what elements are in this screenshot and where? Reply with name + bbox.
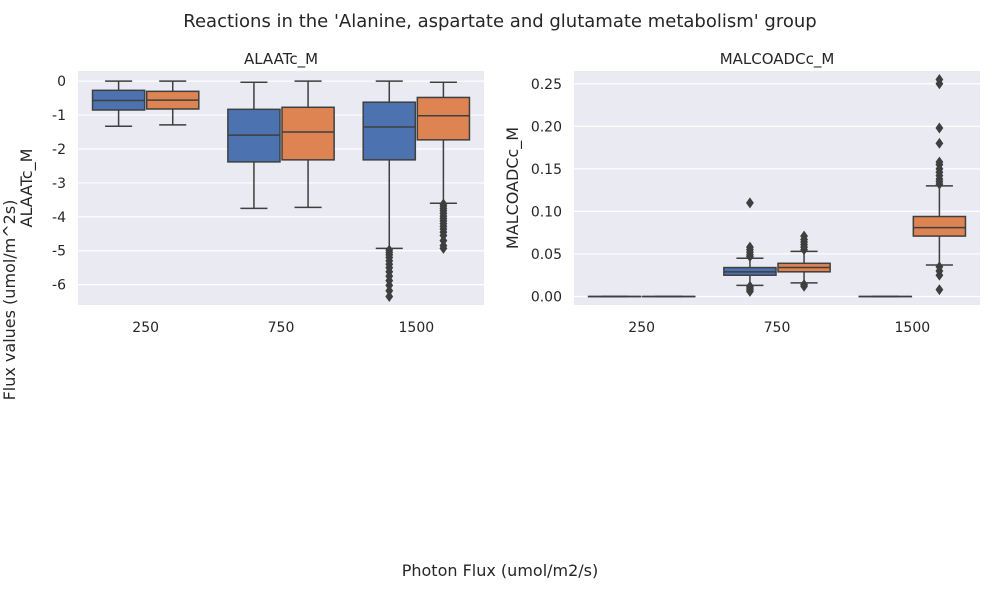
x-tick-label: 250 xyxy=(628,320,655,336)
y-axis-label: ALAATc_M xyxy=(17,149,37,228)
subplot-title: MALCOADCc_M xyxy=(720,50,835,69)
outlier-marker xyxy=(935,122,944,134)
box-iqr xyxy=(912,215,967,237)
outlier-marker xyxy=(746,197,754,209)
y-tick-label: 0.10 xyxy=(531,204,562,220)
figure-supylabel: Flux values (umol/m^2s) xyxy=(0,200,19,401)
y-axis-label: MALCOADCc_M xyxy=(503,127,523,249)
y-tick-label: 0.00 xyxy=(531,289,562,305)
plot-background xyxy=(574,71,980,305)
outlier-marker xyxy=(800,230,808,242)
outlier-marker xyxy=(935,156,944,168)
outlier-marker xyxy=(746,241,754,253)
box-iqr xyxy=(281,106,335,161)
outlier-marker xyxy=(935,74,944,85)
box-iqr xyxy=(362,101,417,161)
subplot-malcoadcc-m: 0.00 0.05 0.10 0.15 0.20 0.25 250 750 1500 MALCOA… xyxy=(503,50,980,336)
outlier-marker xyxy=(385,291,394,302)
outlier-marker xyxy=(935,284,944,296)
outlier-marker xyxy=(935,269,944,281)
outlier-marker xyxy=(746,285,754,297)
x-tick-label: 750 xyxy=(764,320,791,336)
y-tick-label: -5 xyxy=(52,244,66,260)
figure-suptitle: Reactions in the 'Alanine, aspartate and… xyxy=(183,11,816,32)
outlier-marker xyxy=(935,137,944,149)
y-tick-label: 0.25 xyxy=(531,77,562,93)
plot-background xyxy=(78,71,484,305)
x-tick-label: 1500 xyxy=(895,320,931,336)
y-tick-label: 0.15 xyxy=(531,162,562,178)
box-iqr xyxy=(416,96,471,141)
subplot-title: ALAATc_M xyxy=(244,50,318,69)
outlier-marker xyxy=(439,242,448,254)
outlier-marker xyxy=(800,280,808,292)
y-tick-label: -2 xyxy=(52,142,66,158)
y-tick-label: -3 xyxy=(52,176,66,192)
y-tick-label: -4 xyxy=(52,210,66,226)
y-tick-label: 0.20 xyxy=(531,119,562,135)
y-tick-label: 0.05 xyxy=(531,247,562,263)
y-tick-label: 0 xyxy=(57,74,66,90)
figure-supxlabel: Photon Flux (umol/m2/s) xyxy=(402,561,599,580)
y-tick-label: -6 xyxy=(52,278,66,294)
subplot-alaatc-m: 0 -1 -2 -3 -4 -5 -6 250 750 1500 ALAATc_M ALAATc_M xyxy=(17,50,484,336)
x-tick-label: 750 xyxy=(268,320,295,336)
x-tick-label: 250 xyxy=(132,320,159,336)
y-tick-label: -1 xyxy=(52,108,66,124)
x-tick-label: 1500 xyxy=(399,320,435,336)
